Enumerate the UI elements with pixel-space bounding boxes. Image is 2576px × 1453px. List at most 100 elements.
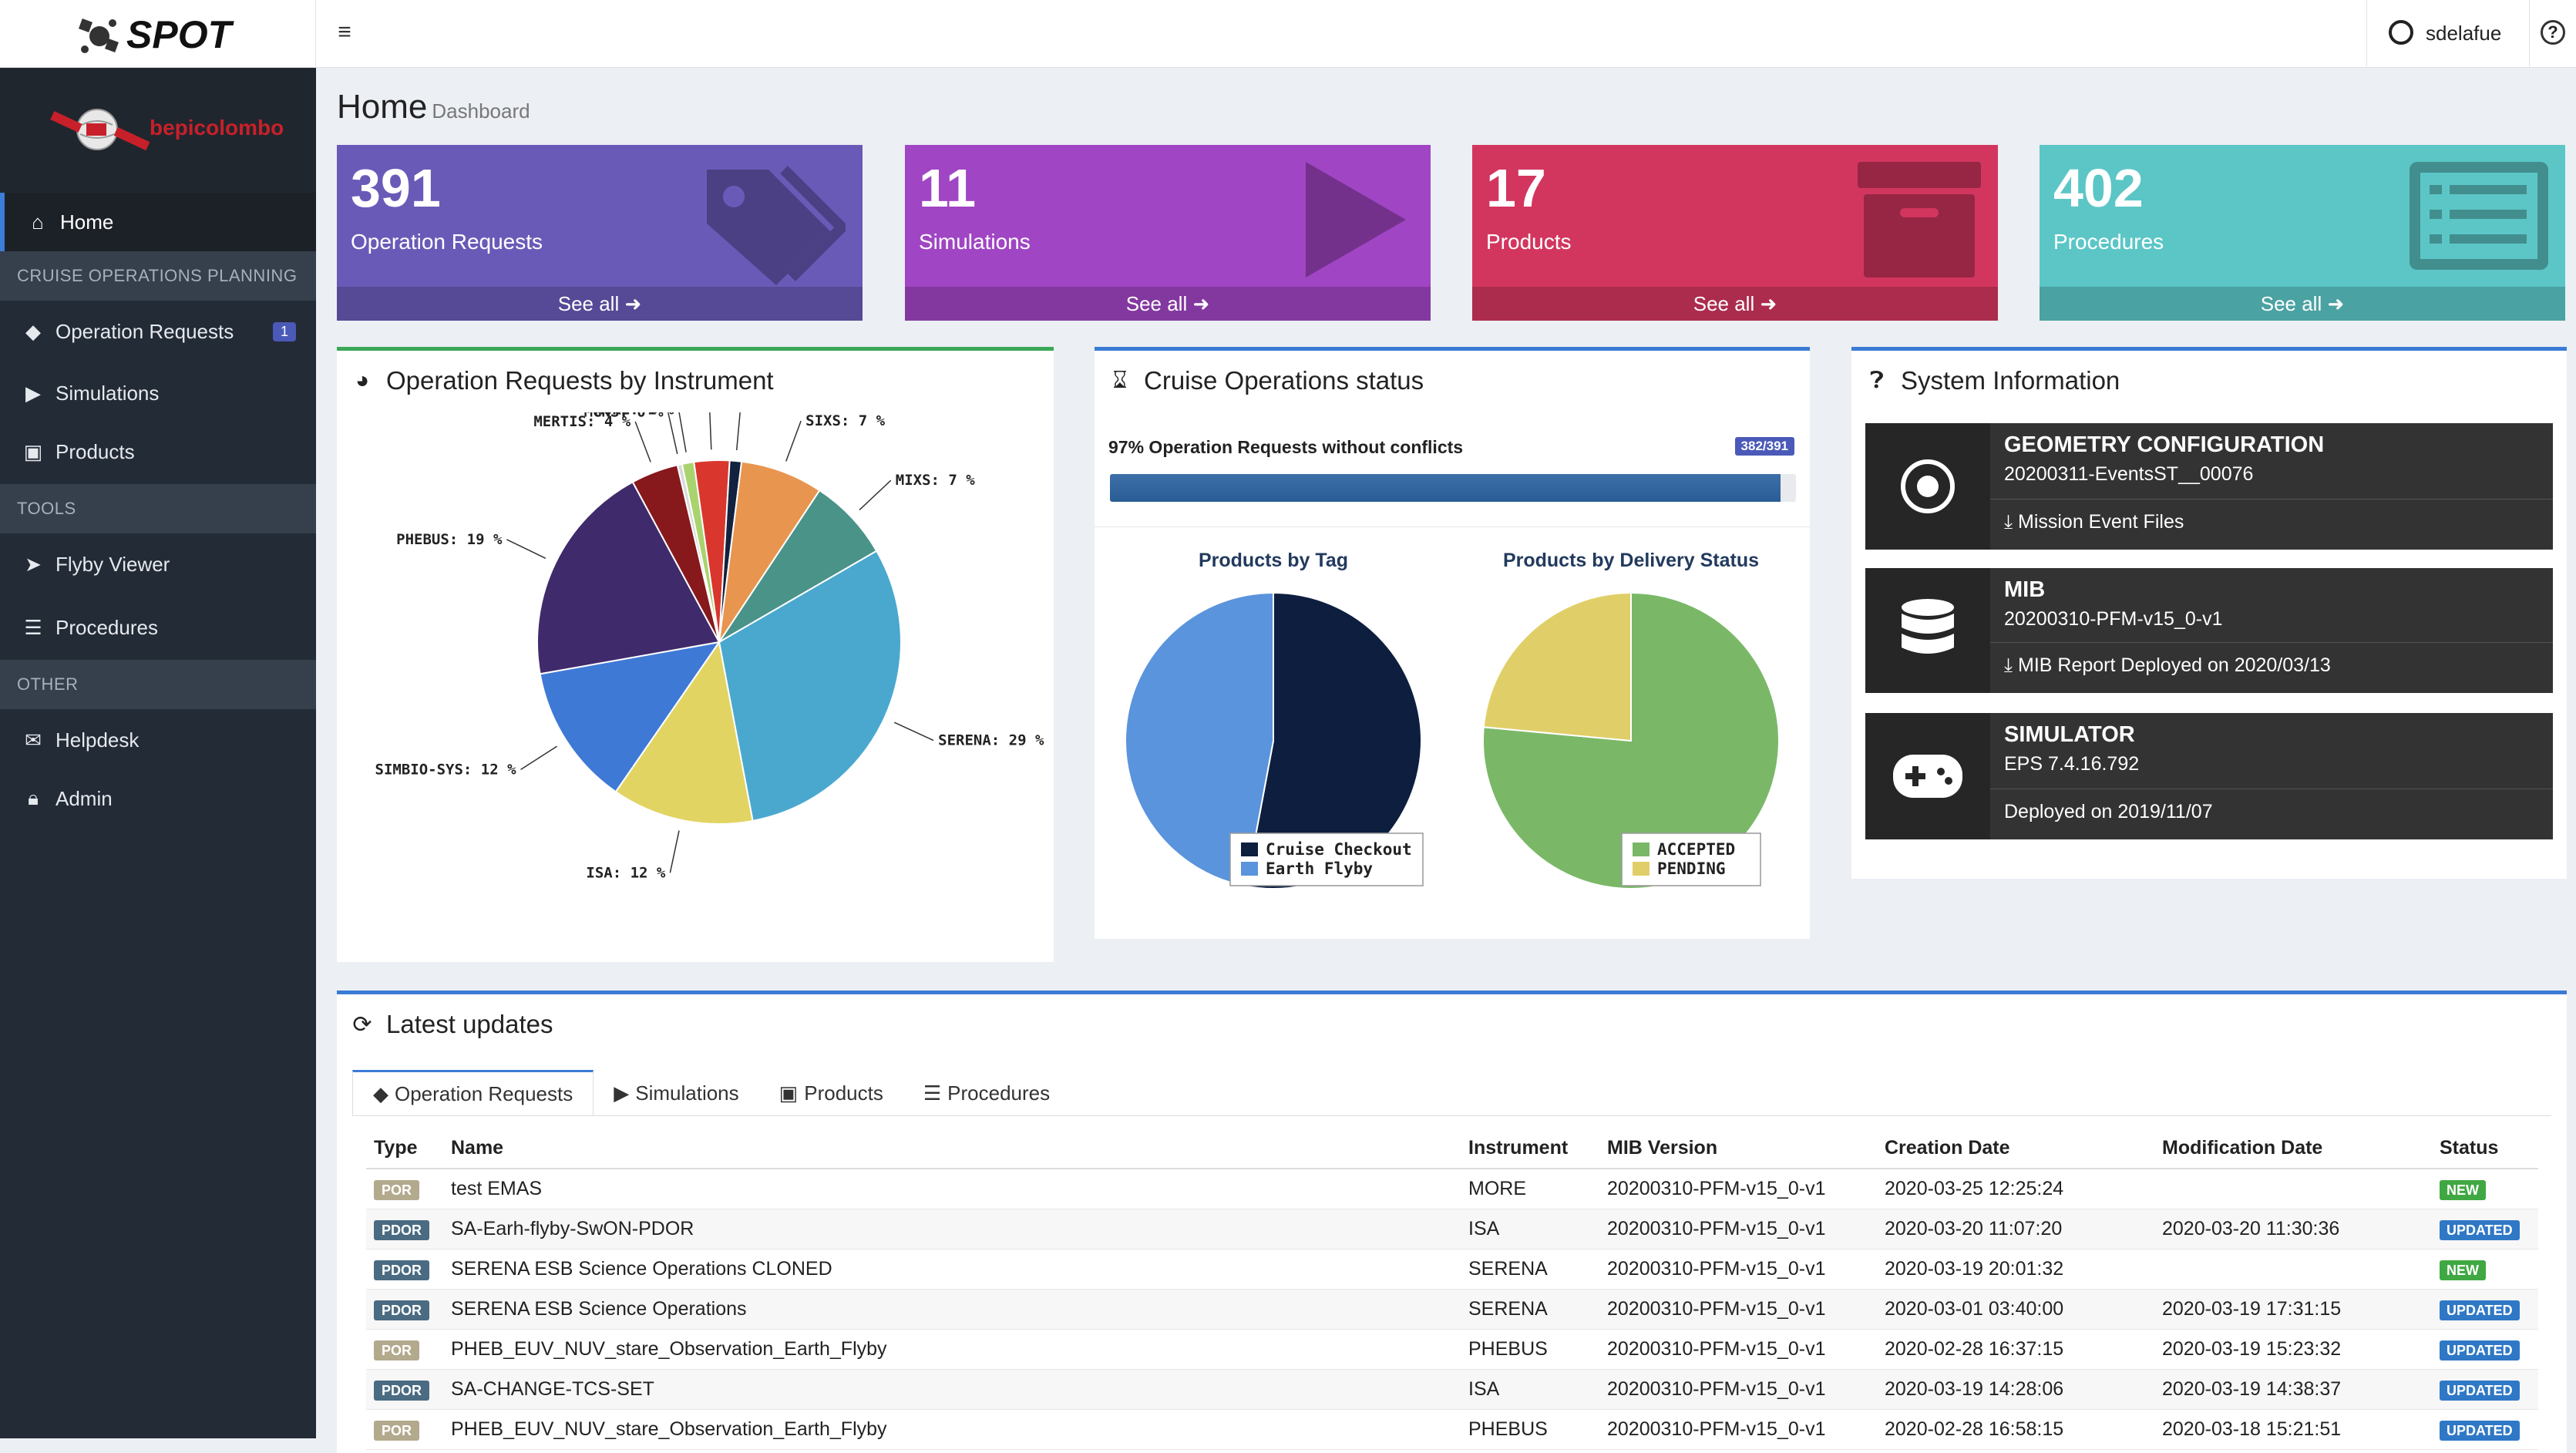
type-cell: PDOR [366, 1289, 443, 1330]
table-row[interactable]: POR PHEB_EUV_NUV_stare_Observation_Earth_… [366, 1409, 2538, 1450]
table-row[interactable]: POR PHEB_EUV_NUV_stare_Observation_Earth_… [366, 1329, 2538, 1370]
status-cell: UPDATED [2432, 1289, 2538, 1330]
mib-version-cell: 20200310-PFM-v15_0-v1 [1599, 1369, 1877, 1410]
see-all-operation-requests-link[interactable]: See all ➜ [337, 287, 863, 321]
status-badge: NEW [2440, 1179, 2486, 1200]
user-name: sdelafue [2426, 22, 2502, 45]
type-cell: POR [366, 1409, 443, 1450]
sidebar-item-products[interactable]: ▣ Products [0, 422, 316, 481]
table-row[interactable]: PDOR SERENA ESB Science Operations CLONED… [366, 1249, 2538, 1290]
help-icon[interactable]: ? [2541, 20, 2565, 45]
pie-slice[interactable] [718, 550, 902, 822]
instrument-cell: SERENA [1461, 1289, 1599, 1330]
type-badge: PDOR [374, 1260, 430, 1280]
simulator-box: SIMULATOR EPS 7.4.16.792 Deployed on 201… [1865, 713, 2553, 839]
mib-version-cell: 20200310-PFM-v15_0-v1 [1599, 1289, 1877, 1330]
table-row[interactable]: POR test EMAS MORE 20200310-PFM-v15_0-v1 202… [366, 1169, 2538, 1209]
list-icon: ☰ [24, 615, 42, 639]
pie-slice[interactable] [718, 489, 878, 643]
tab-procedures[interactable]: ☰ Procedures [923, 1081, 1051, 1105]
modification-date-cell: 2020-03-19 17:31:15 [2154, 1289, 2432, 1330]
top-bar: SPOT ≡ sdelafue ? [0, 0, 2576, 68]
modification-date-cell [2154, 1169, 2432, 1209]
column-header[interactable]: Modification Date [2154, 1128, 2432, 1169]
label-leader-line [506, 539, 546, 559]
tab-simulations[interactable]: ▶ Simulations [614, 1081, 739, 1105]
simulator-title: SIMULATOR [2004, 722, 2135, 747]
sidebar-item-label: Home [60, 210, 114, 234]
sidebar-item-label: Products [55, 439, 135, 463]
column-header[interactable]: Name [443, 1128, 1461, 1169]
see-all-products-link[interactable]: See all ➜ [1472, 287, 1998, 321]
legend-swatch [1241, 843, 1258, 856]
pie-slice[interactable] [1125, 591, 1274, 887]
card-label: Simulations [919, 230, 1031, 254]
status-badge: UPDATED [2440, 1340, 2520, 1361]
legend-swatch [1241, 862, 1258, 876]
column-header[interactable]: Creation Date [1877, 1128, 2154, 1169]
legend-label: PENDING [1657, 859, 1726, 878]
updates-table: Type Name Instrument MIB Version Creation Da… [366, 1128, 2538, 1450]
type-cell: PDOR [366, 1249, 443, 1290]
table-row[interactable]: PDOR SERENA ESB Science Operations SERENA 2… [366, 1289, 2538, 1330]
sidebar-item-flyby-viewer[interactable]: ➤ Flyby Viewer [0, 535, 316, 594]
sidebar-item-home[interactable]: ⌂ Home [0, 193, 316, 251]
panel-title-text: Operation Requests by Instrument [386, 366, 774, 395]
panel-title: ❓︎ System Information [1864, 366, 2120, 395]
table-header-row: Type Name Instrument MIB Version Creation Da… [366, 1128, 2538, 1169]
logo-area[interactable]: SPOT [0, 0, 316, 68]
pie-label: SIMBIO-SYS: 12 % [375, 761, 517, 778]
play-icon: ▶ [614, 1081, 630, 1105]
mission-event-files-link[interactable]: ⤓ Mission Event Files [1990, 499, 2553, 550]
pie-slice[interactable] [718, 460, 821, 643]
products-by-status-chart: Products by Delivery Status ACCEPTEDPENDI… [1482, 550, 1780, 890]
name-cell: PHEB_EUV_NUV_stare_Observation_Earth_Fly… [443, 1329, 1461, 1370]
table-body: POR test EMAS MORE 20200310-PFM-v15_0-v1 202… [366, 1169, 2538, 1450]
user-menu[interactable]: sdelafue [2366, 0, 2530, 68]
mib-version-cell: 20200310-PFM-v15_0-v1 [1599, 1249, 1877, 1290]
tags-icon [707, 166, 846, 285]
type-cell: PDOR [366, 1369, 443, 1410]
card-procedures: 402 Procedures See all ➜ [2040, 145, 2565, 321]
modification-date-cell [2154, 1249, 2432, 1290]
menu-toggle-icon[interactable]: ≡ [338, 19, 351, 45]
table-row[interactable]: PDOR SA-CHANGE-TCS-SET ISA 20200310-PFM-v15… [366, 1369, 2538, 1410]
sidebar-item-operation-requests[interactable]: ◆ Operation Requests 1 [0, 302, 316, 361]
pie-slice[interactable] [536, 481, 721, 675]
sidebar-item-admin[interactable]: 🔒︎ Admin [0, 769, 316, 828]
pie-label: BELA: 3 % [626, 412, 706, 415]
column-header[interactable]: Type [366, 1128, 443, 1169]
table-row[interactable]: PDOR SA-Earh-flyby-SwON-PDOR ISA 20200310-P… [366, 1209, 2538, 1250]
status-cell: NEW [2432, 1249, 2538, 1290]
pie-chart-icon: ◕ [355, 368, 370, 393]
sidebar-item-procedures[interactable]: ☰ Procedures [0, 598, 316, 657]
panel-cruise-status: ⌛︎ Cruise Operations status 97% Operatio… [1095, 347, 1810, 939]
card-label: Operation Requests [351, 230, 543, 254]
type-badge: POR [374, 1179, 420, 1200]
sidebar-item-label: Helpdesk [55, 728, 140, 752]
pie-slice[interactable] [539, 641, 721, 793]
column-header[interactable]: MIB Version [1599, 1128, 1877, 1169]
sidebar-item-simulations[interactable]: ▶ Simulations [0, 364, 316, 422]
pie-slice[interactable] [1482, 591, 1632, 742]
geometry-value: 20200311-EventsST__00076 [2004, 463, 2254, 485]
envelope-icon: ✉ [25, 728, 42, 752]
tab-products[interactable]: ▣ Products [779, 1081, 883, 1105]
tab-operation-requests[interactable]: ◆ Operation Requests [352, 1070, 594, 1116]
geometry-title: GEOMETRY CONFIGURATION [2004, 432, 2325, 457]
card-products: 17 Products See all ➜ [1472, 145, 1998, 321]
mib-report-link[interactable]: ⤓ MIB Report [2004, 654, 2116, 676]
type-badge: PDOR [374, 1300, 430, 1320]
mib-box: MIB 20200310-PFM-v15_0-v1 ⤓ MIB Report D… [1865, 568, 2553, 693]
column-header[interactable]: Instrument [1461, 1128, 1599, 1169]
name-cell: SERENA ESB Science Operations CLONED [443, 1249, 1461, 1290]
column-header[interactable]: Status [2432, 1128, 2538, 1169]
status-cell: UPDATED [2432, 1329, 2538, 1370]
pie-slice[interactable] [614, 640, 754, 825]
see-all-simulations-link[interactable]: See all ➜ [905, 287, 1431, 321]
sidebar-item-helpdesk[interactable]: ✉ Helpdesk [0, 711, 316, 769]
pie-slice[interactable] [681, 461, 720, 643]
label-leader-line [859, 479, 892, 511]
see-all-procedures-link[interactable]: See all ➜ [2040, 287, 2565, 321]
